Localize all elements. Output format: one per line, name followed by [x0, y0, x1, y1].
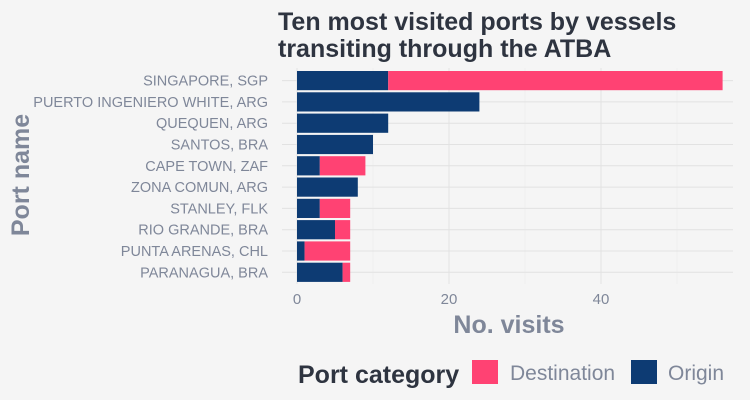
y-tick-label: ZONA COMUN, ARG — [131, 180, 268, 196]
legend-title: Port category — [298, 361, 459, 389]
x-tick-label: 0 — [293, 291, 301, 308]
y-tick-labels: SINGAPORE, SGP PUERTO INGENIERO WHITE, AR… — [33, 74, 268, 282]
chart-title-line-1: Ten most visited ports by vessels — [278, 8, 676, 36]
bar-destination — [319, 198, 351, 218]
bar-origin — [297, 71, 389, 91]
y-axis-title: Port name — [7, 114, 35, 236]
legend-swatch-origin — [631, 360, 657, 384]
x-tick-label: 20 — [441, 291, 458, 308]
bar-destination — [319, 156, 366, 176]
bar-origin — [297, 134, 373, 155]
bar-origin — [297, 262, 343, 282]
y-tick-label: QUEQUEN, ARG — [156, 116, 268, 132]
bar-origin — [297, 220, 335, 240]
y-tick-label: PARANAGUA, BRA — [140, 265, 268, 281]
y-tick-label: PUERTO INGENIERO WHITE, ARG — [33, 95, 268, 111]
bars — [297, 71, 723, 282]
legend: Port category Destination Origin — [298, 360, 724, 389]
x-axis-title: No. visits — [453, 311, 564, 339]
y-tick-label: SINGAPORE, SGP — [143, 74, 268, 90]
bar-destination — [388, 71, 723, 91]
legend-label-origin: Origin — [668, 362, 724, 385]
bar-destination — [342, 262, 351, 282]
y-tick-label: SANTOS, BRA — [171, 138, 269, 154]
chart-title: Ten most visited ports by vessels transi… — [278, 8, 676, 63]
y-tick-label: CAPE TOWN, ZAF — [145, 159, 268, 175]
y-tick-label: PUNTA ARENAS, CHL — [121, 244, 268, 260]
legend-label-destination: Destination — [510, 362, 615, 385]
legend-swatch-destination — [472, 360, 498, 384]
x-tick-label: 40 — [593, 291, 610, 308]
bar-destination — [304, 241, 351, 261]
y-tick-label: RIO GRANDE, BRA — [138, 223, 268, 239]
bar-origin — [297, 92, 480, 112]
y-tick-label: STANLEY, FLK — [170, 201, 268, 217]
bar-origin — [297, 241, 305, 261]
bar-destination — [335, 220, 351, 240]
bar-origin — [297, 113, 389, 133]
chart-title-line-2: transiting through the ATBA — [278, 35, 611, 63]
bar-origin — [297, 156, 320, 176]
x-tick-labels: 0 20 40 — [293, 291, 610, 308]
bar-origin — [297, 198, 320, 218]
bar-origin — [297, 177, 358, 197]
